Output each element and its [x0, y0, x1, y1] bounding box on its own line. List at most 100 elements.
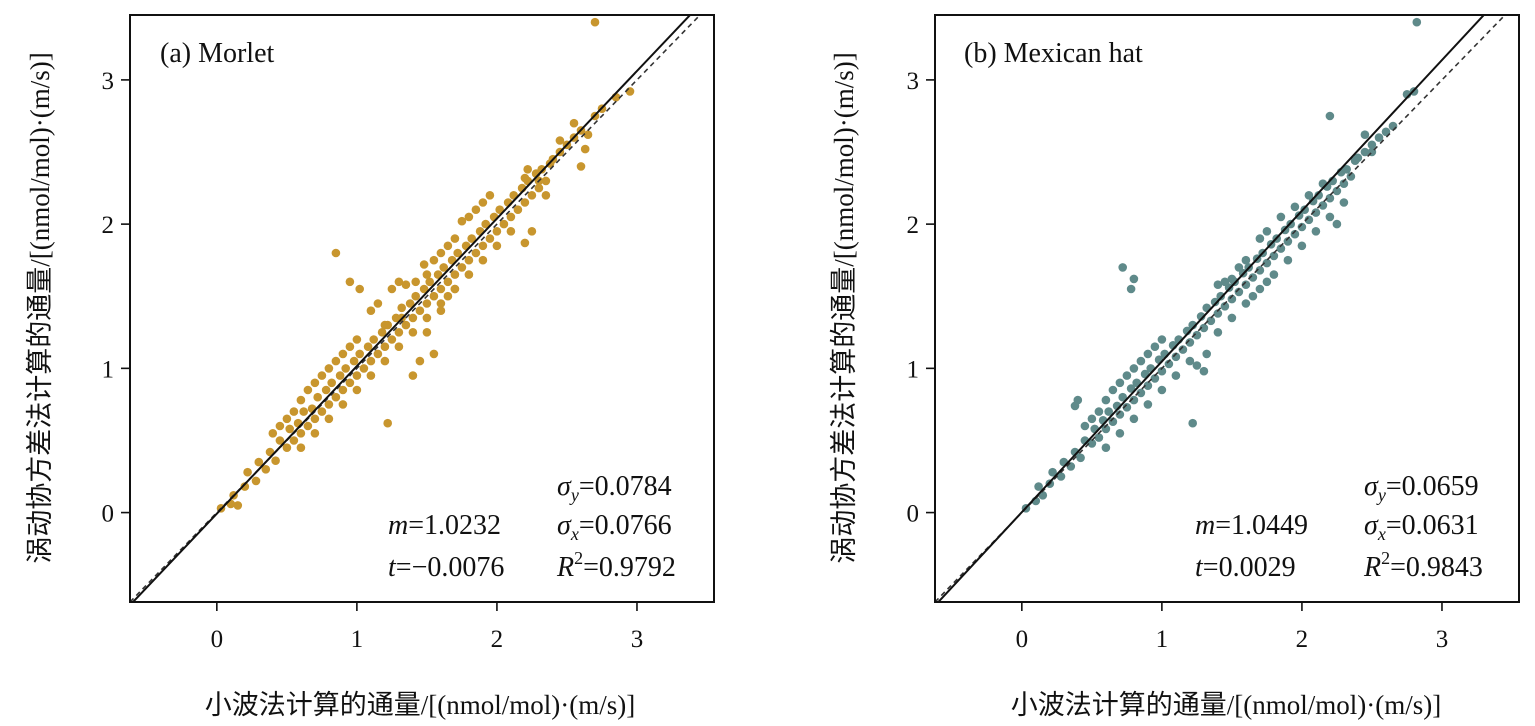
panel-a-data-point — [471, 205, 481, 214]
panel-a-data-point — [341, 364, 351, 373]
panel-b-data-point — [1056, 472, 1066, 481]
panel-a-data-point — [464, 212, 474, 222]
panel-b-data-point — [1269, 270, 1279, 279]
panel-b-data-point — [1262, 227, 1272, 236]
panel-a-data-point — [380, 342, 390, 352]
panel-b-data-point — [1269, 251, 1279, 261]
panel-b-data-point — [1143, 400, 1153, 409]
panel-b: 0 1 2 3 0 1 2 3 (b) Mexican hat 小波法计算的通量/[(nmol… — [829, 14, 1520, 720]
panel-b-data-point — [1115, 429, 1125, 438]
panel-a-data-point — [285, 424, 295, 434]
panel-a-data-point — [583, 130, 593, 139]
panel-a-data-point — [377, 328, 387, 337]
panel-b-data-point — [1070, 401, 1080, 411]
panel-a-data-point — [243, 467, 252, 477]
panel-b-data-point — [1150, 342, 1160, 352]
panel-b-sigma-y: σy=0.0659 — [1364, 471, 1479, 505]
panel-b-data-point — [1290, 202, 1300, 212]
panel-b-data-point — [1118, 392, 1127, 402]
panel-b-data-point — [1255, 284, 1265, 294]
panel-a-data-point — [443, 241, 453, 251]
panel-b-data-point — [1171, 352, 1181, 362]
panel-a-data-point — [296, 395, 306, 405]
panel-a-data-point — [415, 356, 425, 366]
panel-b-points — [1021, 17, 1422, 513]
panel-a-data-point — [481, 219, 491, 229]
panel-a-data-point — [254, 457, 264, 467]
panel-a-data-point — [296, 443, 306, 453]
panel-b-data-point — [1241, 255, 1251, 265]
panel-a-data-point — [555, 136, 565, 145]
panel-a-data-point — [303, 385, 313, 395]
panel-a-data-point — [429, 291, 439, 301]
panel-a-frame — [129, 14, 715, 603]
panel-a-data-point — [408, 313, 418, 323]
panel-a-data-point — [352, 335, 362, 344]
panel-b-data-point — [1381, 127, 1391, 137]
panel-a-data-point — [534, 183, 544, 193]
panel-a-data-point — [268, 429, 278, 438]
panel-a-data-point — [349, 356, 359, 366]
panel-a-data-point — [478, 255, 488, 265]
panel-a-data-point — [422, 270, 432, 279]
panel-a-data-point — [240, 482, 250, 491]
panel-a-data-point — [352, 385, 362, 395]
panel-a-data-point — [425, 277, 435, 287]
panel-a-data-point — [485, 191, 495, 200]
panel-b-data-point — [1388, 121, 1398, 131]
panel-a-data-point — [499, 219, 509, 229]
panel-a-data-point — [411, 291, 421, 301]
panel-a-data-point — [450, 284, 460, 294]
panel-b-data-point — [1283, 255, 1293, 265]
panel-b-data-point — [1101, 424, 1111, 434]
panel-b-y-tick-label: 1 — [907, 356, 920, 383]
panel-b-stats: σy=0.0659 m=1.0449 σx=0.0631 t=0.0029 R2… — [1195, 471, 1483, 583]
panel-a-data-point — [345, 378, 355, 388]
panel-a-data-point — [289, 407, 299, 416]
panel-a-data-point — [296, 429, 306, 438]
panel-a-data-point — [401, 320, 411, 330]
panel-a-r2-value: R2=0.9792 — [556, 548, 676, 583]
panel-b-t-value: t=0.0029 — [1195, 552, 1296, 583]
panel-a-data-point — [541, 191, 551, 200]
panel-b-data-point — [1360, 130, 1370, 139]
panel-a-data-point — [317, 407, 327, 416]
panel-a-data-point — [520, 173, 530, 183]
panel-a-data-point — [450, 270, 460, 279]
panel-b-data-point — [1283, 237, 1293, 246]
panel-b-data-point — [1157, 335, 1167, 344]
panel-a-data-point — [415, 306, 425, 316]
panel-a-data-point — [419, 284, 429, 294]
panel-a-data-point — [464, 270, 474, 279]
panel-b-r2-value: R2=0.9843 — [1363, 548, 1483, 583]
panel-b-data-point — [1342, 165, 1351, 174]
panel-b-data-point — [1185, 356, 1195, 366]
panel-a-data-point — [471, 248, 481, 258]
panel-a-data-point — [457, 216, 467, 226]
panel-b-data-point — [1304, 215, 1314, 225]
panel-b-data-point — [1104, 407, 1113, 416]
panel-b-data-point — [1122, 403, 1132, 412]
panel-b-data-point — [1192, 361, 1202, 370]
panel-b-ticks: 0 1 2 3 0 1 2 3 — [907, 68, 1449, 653]
panel-b-data-point — [1126, 384, 1136, 393]
panel-b-data-point — [1108, 417, 1118, 427]
panel-a-data-point — [282, 443, 292, 453]
panel-b-data-point — [1185, 338, 1195, 347]
panel-b-data-point — [1101, 443, 1111, 453]
panel-a-data-point — [233, 501, 243, 510]
panel-b-data-point — [1034, 482, 1043, 491]
panel-a-title: (a) Morlet — [160, 38, 275, 69]
panel-a-data-point — [541, 176, 551, 186]
panel-a-data-point — [394, 328, 404, 337]
panel-a-data-point — [275, 421, 285, 431]
panel-a-data-point — [369, 335, 379, 344]
panel-b-data-point — [1346, 172, 1356, 181]
panel-b-data-point — [1157, 385, 1167, 395]
panel-b-data-point — [1353, 153, 1363, 163]
panel-b-data-point — [1234, 263, 1244, 272]
panel-a-data-point — [397, 303, 407, 313]
panel-b-data-point — [1129, 274, 1139, 284]
panel-a-y-tick-label: 1 — [102, 356, 115, 383]
panel-a-data-point — [506, 227, 516, 236]
